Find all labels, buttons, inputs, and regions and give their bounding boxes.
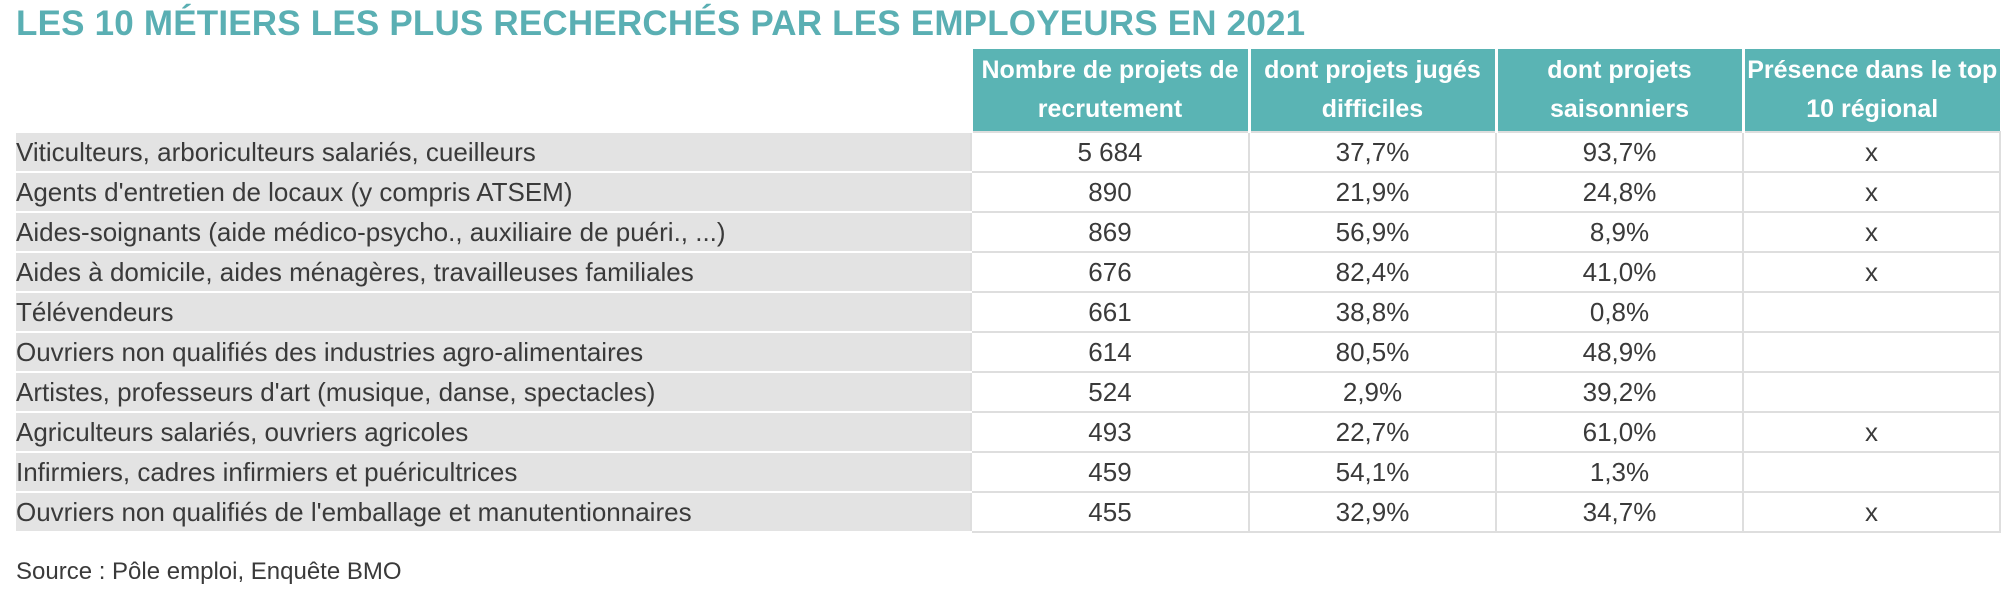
cell-saisonniers: 93,7% [1495,131,1744,173]
cell-projets: 661 [970,291,1250,333]
cell-projets: 5 684 [970,131,1250,173]
row-label: Ouvriers non qualifiés de l'emballage et… [16,491,971,533]
jobs-table: Nombre de projets de recrutement dont pr… [16,49,2001,533]
cell-difficiles: 37,7% [1248,131,1497,173]
cell-saisonniers: 48,9% [1495,331,1744,373]
cell-projets: 890 [970,171,1250,213]
table-row: Aides à domicile, aides ménagères, trava… [16,251,2001,293]
table-row: Agriculteurs salariés, ouvriers agricole… [16,411,2001,453]
cell-difficiles: 54,1% [1248,451,1497,493]
row-label: Agents d'entretien de locaux (y compris … [16,171,971,213]
cell-difficiles: 56,9% [1248,211,1497,253]
cell-saisonniers: 61,0% [1495,411,1744,453]
cell-top10: x [1742,251,2001,293]
cell-difficiles: 38,8% [1248,291,1497,333]
table-row: Infirmiers, cadres infirmiers et puéricu… [16,451,2001,493]
row-label: Agriculteurs salariés, ouvriers agricole… [16,411,971,453]
table-row: Ouvriers non qualifiés de l'emballage et… [16,491,2001,533]
cell-top10: x [1742,211,2001,253]
row-label: Ouvriers non qualifiés des industries ag… [16,331,971,373]
cell-saisonniers: 41,0% [1495,251,1744,293]
row-label: Artistes, professeurs d'art (musique, da… [16,371,971,413]
header-projets: Nombre de projets de recrutement [969,49,1249,132]
header-top10: Présence dans le top 10 régional [1741,49,2000,132]
table-title: LES 10 MÉTIERS LES PLUS RECHERCHÉS PAR L… [16,4,1306,43]
table-row: Télévendeurs 661 38,8% 0,8% [16,291,2001,333]
table-row: Ouvriers non qualifiés des industries ag… [16,331,2001,373]
cell-top10: x [1742,491,2001,533]
cell-saisonniers: 1,3% [1495,451,1744,493]
cell-saisonniers: 0,8% [1495,291,1744,333]
cell-projets: 493 [970,411,1250,453]
cell-top10 [1742,291,2001,333]
table-row: Agents d'entretien de locaux (y compris … [16,171,2001,213]
cell-projets: 524 [970,371,1250,413]
cell-saisonniers: 24,8% [1495,171,1744,213]
cell-difficiles: 22,7% [1248,411,1497,453]
cell-top10 [1742,371,2001,413]
row-label: Télévendeurs [16,291,971,333]
header-difficiles: dont projets jugés difficiles [1247,49,1496,132]
cell-top10 [1742,451,2001,493]
table-body: Viticulteurs, arboriculteurs salariés, c… [16,131,2001,533]
cell-top10: x [1742,131,2001,173]
cell-projets: 869 [970,211,1250,253]
cell-difficiles: 2,9% [1248,371,1497,413]
row-label: Aides-soignants (aide médico-psycho., au… [16,211,971,253]
header-saisonniers: dont projets saisonniers [1494,49,1743,132]
row-label: Aides à domicile, aides ménagères, trava… [16,251,971,293]
cell-difficiles: 82,4% [1248,251,1497,293]
table-header-row: Nombre de projets de recrutement dont pr… [16,49,2000,132]
cell-projets: 676 [970,251,1250,293]
cell-top10 [1742,331,2001,373]
cell-projets: 459 [970,451,1250,493]
row-label: Viticulteurs, arboriculteurs salariés, c… [16,131,971,173]
header-blank-cell [16,49,971,132]
cell-projets: 455 [970,491,1250,533]
cell-saisonniers: 34,7% [1495,491,1744,533]
table-row: Aides-soignants (aide médico-psycho., au… [16,211,2001,253]
table-row: Viticulteurs, arboriculteurs salariés, c… [16,131,2001,173]
cell-saisonniers: 8,9% [1495,211,1744,253]
cell-difficiles: 32,9% [1248,491,1497,533]
cell-saisonniers: 39,2% [1495,371,1744,413]
cell-projets: 614 [970,331,1250,373]
cell-top10: x [1742,411,2001,453]
cell-difficiles: 21,9% [1248,171,1497,213]
cell-difficiles: 80,5% [1248,331,1497,373]
source-note: Source : Pôle emploi, Enquête BMO [16,558,402,585]
row-label: Infirmiers, cadres infirmiers et puéricu… [16,451,971,493]
cell-top10: x [1742,171,2001,213]
table-row: Artistes, professeurs d'art (musique, da… [16,371,2001,413]
